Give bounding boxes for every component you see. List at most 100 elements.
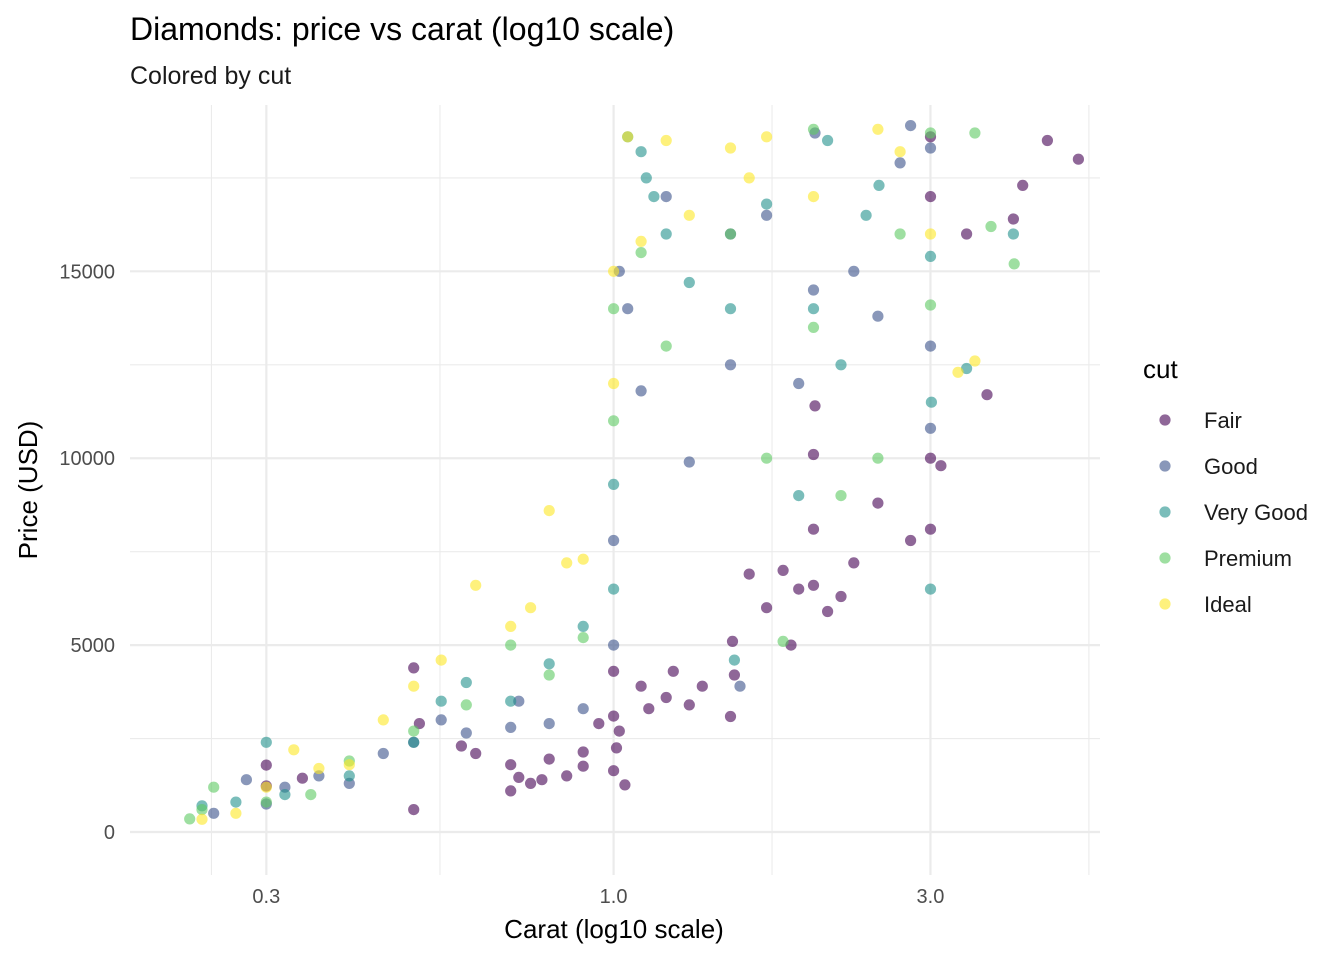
data-point xyxy=(593,718,605,730)
data-point xyxy=(577,746,589,758)
data-points xyxy=(184,120,1084,825)
data-point xyxy=(543,669,555,681)
data-point xyxy=(969,127,981,139)
data-point xyxy=(543,658,555,670)
data-point xyxy=(809,400,821,412)
data-point xyxy=(924,523,937,535)
data-point xyxy=(260,736,272,748)
data-point xyxy=(622,303,634,315)
data-point xyxy=(608,534,620,547)
data-point xyxy=(608,415,620,427)
y-tick-label: 15000 xyxy=(59,261,115,283)
data-point xyxy=(635,680,647,692)
x-axis-ticks: 0.3 1.0 3.0 xyxy=(252,886,944,908)
data-point xyxy=(724,359,737,371)
data-point xyxy=(894,146,906,158)
data-point xyxy=(435,654,447,666)
data-point xyxy=(296,772,308,784)
x-tick-label: 0.3 xyxy=(252,886,280,908)
data-point xyxy=(807,123,820,135)
legend-label: Very Good xyxy=(1204,500,1308,525)
chart-title: Diamonds: price vs carat (log10 scale) xyxy=(130,11,674,47)
legend-label: Good xyxy=(1204,454,1258,479)
data-point xyxy=(408,725,420,737)
major-gridlines xyxy=(130,105,1100,875)
data-point xyxy=(525,602,537,614)
data-point xyxy=(208,807,220,819)
legend-item: Very Good xyxy=(1159,500,1308,525)
data-point xyxy=(260,781,272,793)
data-point xyxy=(807,448,820,461)
data-point xyxy=(924,422,937,434)
series-good xyxy=(208,120,937,819)
data-point xyxy=(924,228,937,240)
legend-title: cut xyxy=(1143,354,1178,384)
data-point xyxy=(777,635,789,648)
data-point xyxy=(260,796,272,808)
y-axis-ticks: 0 5000 10000 15000 xyxy=(59,261,115,844)
data-point xyxy=(608,265,620,277)
data-point xyxy=(807,303,820,315)
data-point xyxy=(608,478,620,490)
data-point xyxy=(460,676,472,689)
data-point xyxy=(470,747,482,760)
data-point xyxy=(726,635,739,648)
data-point xyxy=(230,796,242,808)
legend-label: Premium xyxy=(1204,546,1292,571)
data-point xyxy=(935,460,947,472)
data-point xyxy=(777,564,789,577)
data-point xyxy=(860,209,872,221)
data-point xyxy=(872,310,884,322)
data-point xyxy=(619,779,631,791)
data-point xyxy=(577,703,589,715)
legend-item: Fair xyxy=(1159,408,1242,433)
data-point xyxy=(608,765,620,777)
legend-label: Ideal xyxy=(1204,592,1252,617)
data-point xyxy=(648,191,660,203)
data-point xyxy=(470,579,482,591)
data-point xyxy=(761,198,773,210)
data-point xyxy=(536,774,548,786)
data-point xyxy=(184,813,196,825)
legend-item: Premium xyxy=(1159,546,1292,571)
data-point xyxy=(835,490,847,502)
data-point xyxy=(635,235,647,247)
data-point xyxy=(660,134,672,147)
data-point xyxy=(505,785,517,797)
data-point xyxy=(894,157,906,169)
legend-key xyxy=(1159,460,1171,472)
data-point xyxy=(260,759,272,771)
data-point xyxy=(807,321,820,333)
data-point xyxy=(435,695,447,707)
data-point xyxy=(240,774,252,786)
data-point xyxy=(660,191,672,203)
data-point xyxy=(577,632,589,644)
x-tick-label: 1.0 xyxy=(600,886,628,908)
data-point xyxy=(455,740,467,752)
data-point xyxy=(822,605,834,618)
data-point xyxy=(724,228,737,240)
data-point xyxy=(952,366,964,378)
data-point xyxy=(793,583,805,595)
data-point xyxy=(577,760,589,772)
data-point xyxy=(807,579,820,591)
data-point xyxy=(872,123,884,135)
data-point xyxy=(924,583,937,595)
data-point xyxy=(608,710,620,722)
legend-label: Fair xyxy=(1204,408,1242,433)
data-point xyxy=(660,228,672,240)
legend-item: Good xyxy=(1159,454,1258,479)
data-point xyxy=(608,303,620,315)
x-axis-title: Carat (log10 scale) xyxy=(504,914,724,944)
data-point xyxy=(822,134,834,147)
data-point xyxy=(724,710,737,723)
data-point xyxy=(924,340,937,352)
data-point xyxy=(208,781,220,793)
data-point xyxy=(925,396,938,408)
data-point xyxy=(1017,179,1029,191)
data-point xyxy=(696,680,708,692)
data-point xyxy=(807,523,820,535)
data-point xyxy=(848,265,860,277)
data-point xyxy=(196,813,208,825)
data-point xyxy=(961,228,973,240)
